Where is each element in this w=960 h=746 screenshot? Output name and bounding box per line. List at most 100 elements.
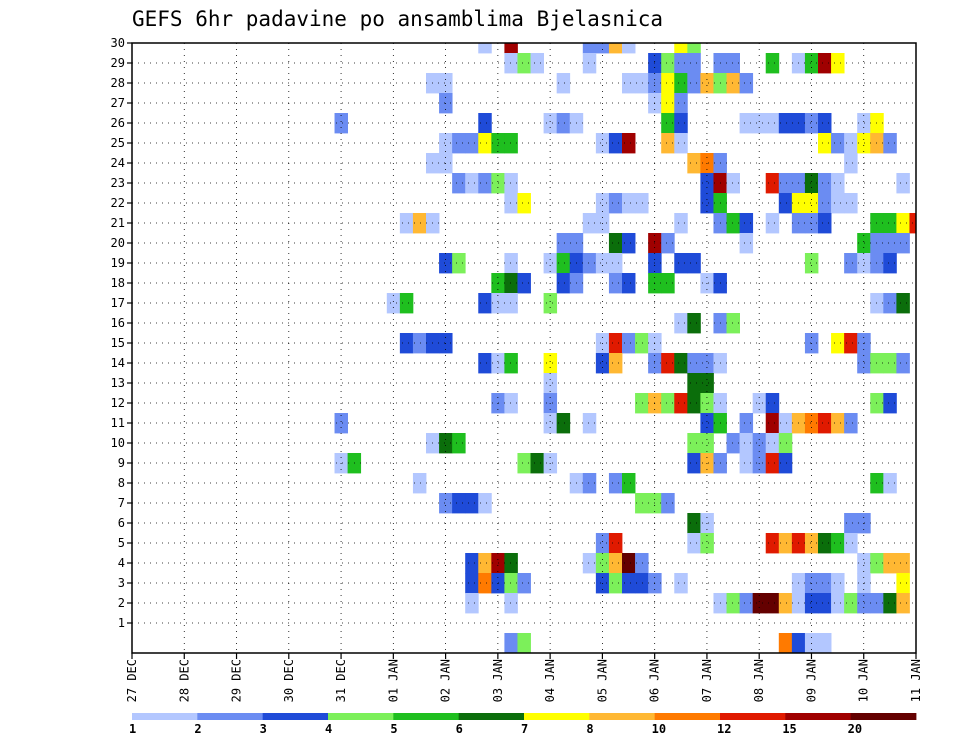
heatmap-cell — [582, 253, 597, 274]
heatmap-cell — [739, 113, 754, 134]
heatmap-cell — [674, 213, 688, 234]
heatmap-cell — [883, 593, 897, 614]
heatmap-cell — [687, 313, 701, 334]
heatmap-cell — [778, 453, 793, 474]
colorbar-swatch — [524, 713, 590, 720]
heatmap-cell — [595, 553, 610, 574]
x-tick-label: 09 JAN — [804, 659, 818, 702]
heatmap-cell — [883, 353, 897, 374]
heatmap-cell — [844, 513, 858, 534]
heatmap-cell — [765, 413, 780, 434]
x-tick-label: 31 DEC — [334, 659, 348, 702]
x-tick-label: 30 DEC — [282, 659, 296, 702]
heatmap-cell — [439, 433, 453, 454]
heatmap-cell — [896, 553, 910, 574]
y-tick-label: 18 — [111, 276, 125, 290]
heatmap-cell — [883, 393, 897, 414]
colorbar-label: 10 — [652, 722, 666, 736]
heatmap-cell — [883, 293, 897, 314]
heatmap-cell — [608, 43, 623, 54]
heatmap-cell — [818, 113, 832, 134]
heatmap-cell — [595, 193, 610, 214]
heatmap-cell — [700, 433, 714, 454]
y-tick-label: 19 — [111, 256, 125, 270]
heatmap-cell — [465, 173, 479, 194]
heatmap-cell — [687, 153, 701, 174]
heatmap-cell — [452, 173, 466, 194]
heatmap-cell — [543, 373, 558, 394]
heatmap-cell — [765, 113, 780, 134]
heatmap-cell — [661, 73, 675, 94]
heatmap-cell — [608, 273, 623, 294]
y-tick-label: 1 — [118, 616, 125, 630]
heatmap-cell — [831, 193, 845, 214]
x-tick-label: 28 DEC — [177, 659, 191, 702]
heatmap-cell — [543, 113, 558, 134]
x-tick-label: 27 DEC — [125, 659, 139, 702]
heatmap-cell — [504, 293, 518, 314]
heatmap-cell — [556, 253, 571, 274]
heatmap-cell — [478, 353, 492, 374]
heatmap-cell — [778, 593, 793, 614]
y-tick-label: 8 — [118, 476, 125, 490]
colorbar-label: 20 — [848, 722, 862, 736]
heatmap-cell — [674, 353, 688, 374]
heatmap-cell — [661, 93, 675, 114]
heatmap-cell — [556, 113, 571, 134]
heatmap-cell — [844, 593, 858, 614]
heatmap-cell — [608, 233, 623, 254]
heatmap-cell — [661, 353, 675, 374]
y-tick-label: 6 — [118, 516, 125, 530]
heatmap-cell — [661, 273, 675, 294]
heatmap-cell — [504, 133, 518, 154]
heatmap-cell — [687, 253, 701, 274]
heatmap-cell — [582, 553, 597, 574]
heatmap-cell — [700, 353, 714, 374]
heatmap-cell — [687, 533, 701, 554]
heatmap-cell — [739, 453, 754, 474]
heatmap-cell — [804, 53, 819, 74]
heatmap-cell — [635, 73, 649, 94]
y-tick-label: 4 — [118, 556, 125, 570]
heatmap-cell — [778, 633, 793, 654]
heatmap-cell — [674, 73, 688, 94]
y-tick-label: 21 — [111, 216, 125, 230]
heatmap-cell — [661, 53, 675, 74]
heatmap-cell — [765, 53, 780, 74]
heatmap-cell — [831, 593, 845, 614]
colorbar-swatch — [197, 713, 264, 720]
heatmap-cell — [439, 133, 453, 154]
heatmap-cell — [791, 633, 806, 654]
y-tick-label: 12 — [111, 396, 125, 410]
heatmap-cell — [622, 73, 636, 94]
heatmap-cell — [399, 333, 414, 354]
heatmap-cell — [818, 413, 832, 434]
colorbar-label: 12 — [717, 722, 731, 736]
heatmap-cell — [700, 173, 714, 194]
heatmap-cell — [595, 43, 610, 54]
heatmap-cell — [661, 393, 675, 414]
heatmap-cell — [883, 213, 897, 234]
heatmap-cell — [556, 233, 571, 254]
heatmap-cell — [818, 173, 832, 194]
colorbar-swatch — [720, 713, 786, 720]
heatmap-cell — [857, 593, 871, 614]
heatmap-cell — [582, 473, 597, 494]
heatmap-cell — [700, 373, 714, 394]
y-tick-label: 11 — [111, 416, 125, 430]
x-tick-label: 06 JAN — [648, 659, 662, 702]
heatmap-cell — [726, 173, 740, 194]
colorbar-label: 15 — [782, 722, 796, 736]
heatmap-cell — [752, 113, 767, 134]
heatmap-cell — [661, 113, 675, 134]
heatmap-cell — [896, 353, 910, 374]
heatmap-cell — [739, 233, 754, 254]
heatmap-cell — [622, 133, 636, 154]
heatmap-cell — [504, 53, 518, 74]
heatmap-cell — [804, 193, 819, 214]
heatmap-cell — [517, 53, 531, 74]
heatmap-cell — [504, 633, 518, 654]
heatmap-cell — [674, 113, 688, 134]
heatmap-cell — [608, 333, 623, 354]
